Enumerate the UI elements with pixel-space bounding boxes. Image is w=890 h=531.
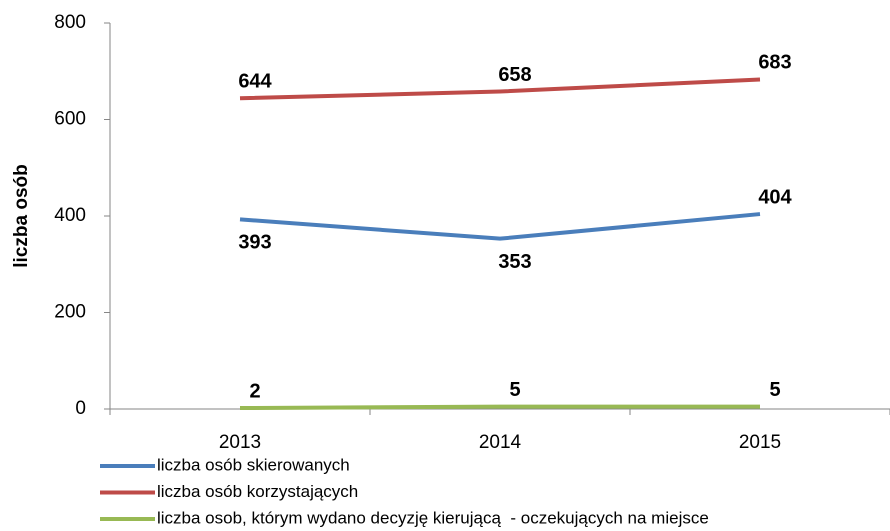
y-axis-label: liczba osób [11,164,32,267]
data-label: 393 [238,232,271,254]
y-tick-label: 200 [54,302,86,323]
data-label: 683 [758,52,791,74]
series-line [239,404,760,411]
data-label: 658 [498,64,531,86]
data-label: 5 [769,379,780,401]
x-tick-label: 2014 [479,432,522,453]
data-label: 5 [509,379,520,401]
legend-label: liczba osób korzystających [157,482,358,501]
y-tick-label: 0 [75,398,86,419]
data-label: 404 [758,186,792,208]
data-label: 644 [238,71,272,93]
x-tick-label: 2013 [219,432,261,453]
series-line [239,77,761,101]
y-tick-label: 400 [54,205,86,226]
legend-label: liczba osób skierowanych [157,455,350,474]
data-label: 2 [249,380,260,402]
y-tick-label: 800 [54,12,86,33]
y-tick-label: 600 [54,109,86,130]
series-line [239,212,761,241]
x-tick-label: 2015 [739,432,781,453]
legend-label: liczba osob, którym wydano decyzję kieru… [157,508,709,527]
data-label: 353 [498,251,531,273]
